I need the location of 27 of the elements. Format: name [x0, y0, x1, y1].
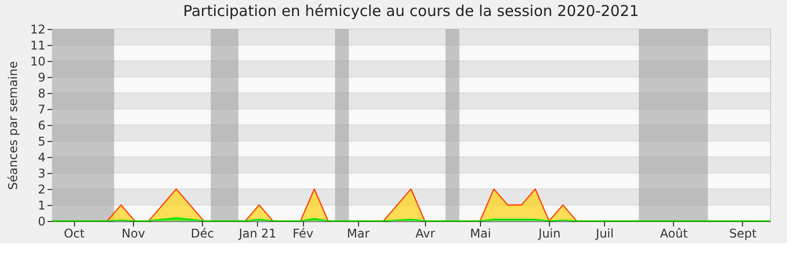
x-tick-label: Déc — [190, 226, 214, 240]
y-tick-label: 0 — [38, 214, 46, 228]
y-tick-label: 11 — [30, 38, 46, 52]
x-tick-label: Jan 21 — [238, 226, 276, 240]
x-tick-label: Sept — [729, 226, 757, 240]
y-tick-label: 7 — [38, 102, 46, 116]
x-tick-label: Fév — [292, 226, 314, 240]
y-tick-label: 4 — [38, 150, 46, 164]
y-tick-label: 9 — [38, 70, 46, 84]
x-tick-label: Juil — [594, 226, 614, 240]
x-tick-label: Juin — [538, 226, 561, 240]
y-tick-label: 5 — [38, 134, 46, 148]
x-tick-label: Avr — [416, 226, 436, 240]
y-tick-label: 8 — [38, 86, 46, 100]
y-tick-label: 2 — [38, 182, 46, 196]
y-tick-label: 10 — [30, 54, 46, 68]
chart-title: Participation en hémicycle au cours de la session 2020-2021 — [183, 2, 639, 20]
x-tick-label: Oct — [64, 226, 85, 240]
x-tick-label: Nov — [122, 226, 146, 240]
x-tick-label: Mar — [346, 226, 370, 240]
y-axis-title: Séances par semaine — [6, 61, 20, 190]
y-tick-label: 6 — [38, 118, 46, 132]
x-tick-label: Août — [660, 226, 688, 240]
y-tick-label: 3 — [38, 166, 46, 180]
y-tick-label: 12 — [30, 22, 46, 36]
x-tick-label: Mai — [470, 226, 492, 240]
y-tick-label: 1 — [38, 198, 46, 212]
